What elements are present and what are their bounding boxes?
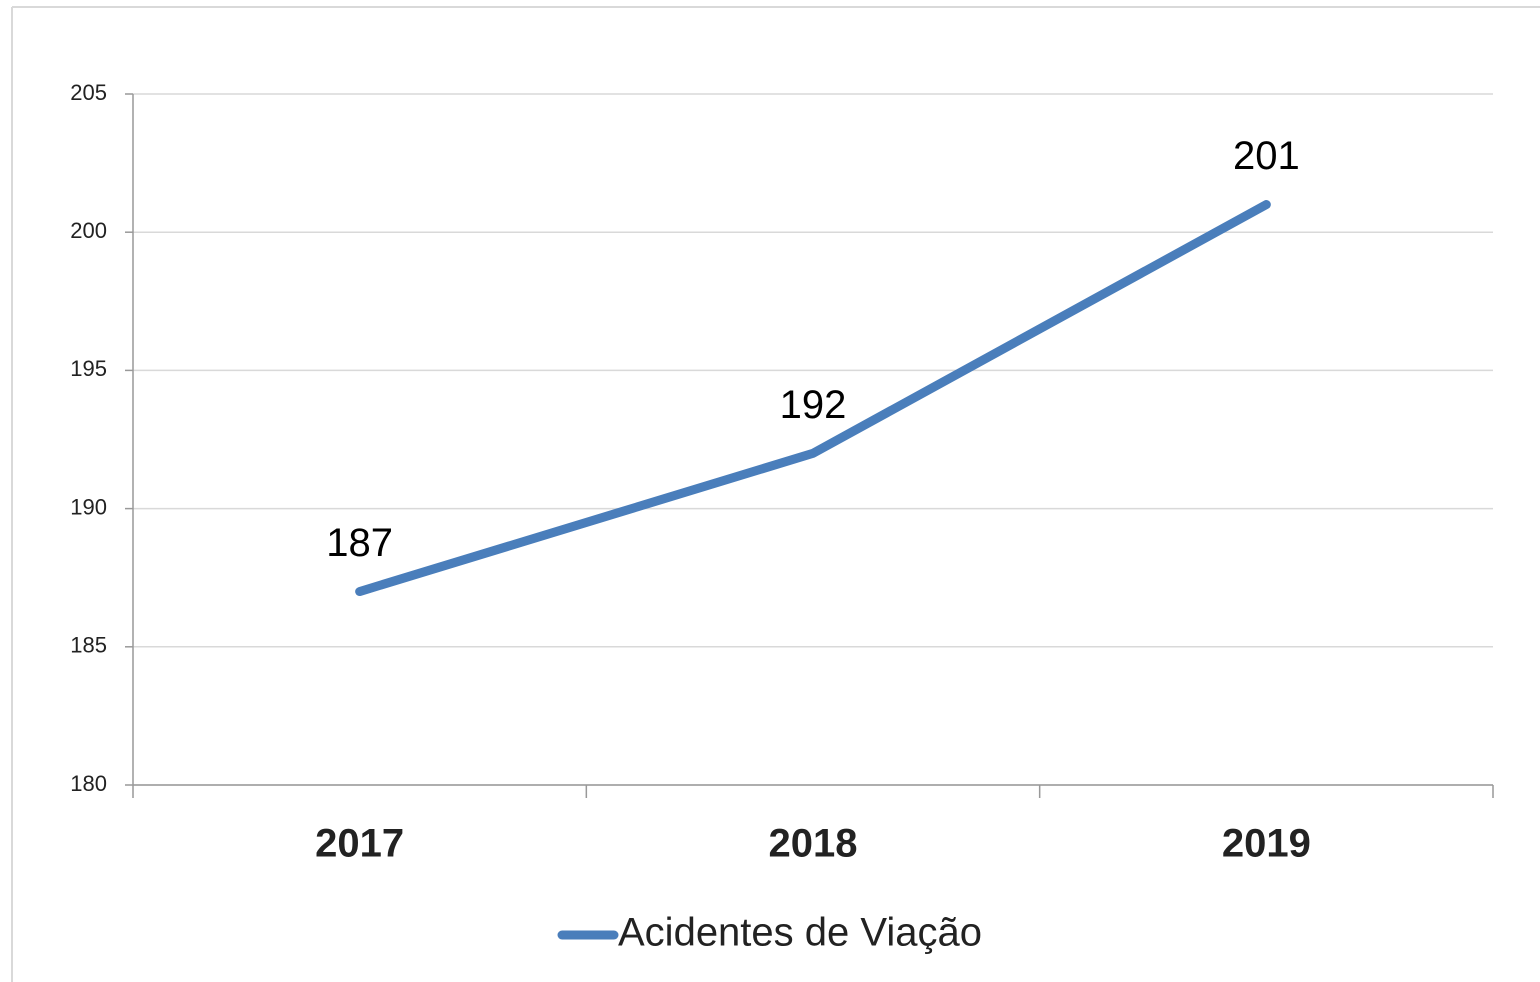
y-tick-label: 200 [70,218,107,243]
data-label: 187 [326,521,393,565]
y-tick-label: 190 [70,494,107,519]
x-tick-label: 2019 [1222,822,1311,866]
x-tick-label: 2017 [315,822,404,866]
y-tick-label: 180 [70,771,107,796]
legend-label: Acidentes de Viação [618,911,982,955]
y-tick-label: 195 [70,356,107,381]
y-tick-label: 205 [70,80,107,105]
data-label: 201 [1233,134,1300,178]
series-line [355,200,1271,597]
data-label: 192 [780,383,847,427]
y-tick-label: 185 [70,633,107,658]
x-tick-label: 2018 [769,822,858,866]
